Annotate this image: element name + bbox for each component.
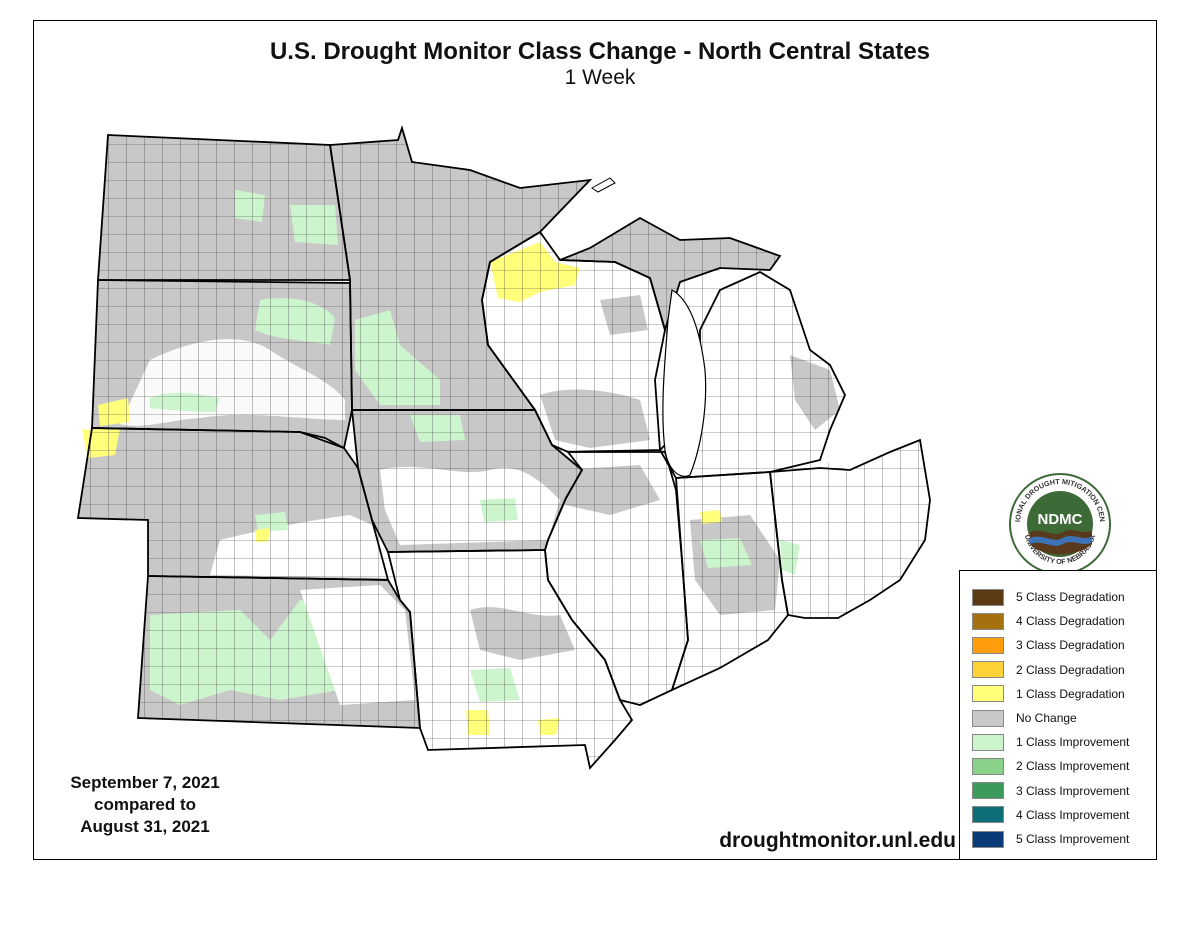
legend-swatch bbox=[972, 709, 1004, 727]
legend-label: 3 Class Degradation bbox=[1016, 638, 1125, 653]
legend-swatch bbox=[972, 636, 1004, 654]
legend-item: 3 Class Improvement bbox=[972, 781, 1129, 801]
legend-label: 2 Class Degradation bbox=[1016, 662, 1125, 677]
legend-swatch bbox=[972, 588, 1004, 606]
date-previous: August 31, 2021 bbox=[80, 817, 210, 836]
legend: 5 Class Degradation 4 Class Degradation 3 … bbox=[959, 570, 1157, 860]
legend-label: 3 Class Improvement bbox=[1016, 783, 1130, 798]
legend-swatch bbox=[972, 661, 1004, 679]
map-title: U.S. Drought Monitor Class Change - Nort… bbox=[269, 38, 931, 65]
legend-swatch bbox=[972, 685, 1004, 703]
legend-swatch bbox=[972, 830, 1004, 848]
legend-label: No Change bbox=[1016, 711, 1077, 725]
legend-item: 1 Class Degradation bbox=[972, 684, 1125, 704]
isle-royale bbox=[591, 177, 616, 193]
county-lines bbox=[78, 128, 930, 768]
date-comparison: September 7, 2021 compared to August 31,… bbox=[40, 772, 250, 838]
legend-item: No Change bbox=[972, 708, 1077, 728]
legend-item: 1 Class Improvement bbox=[972, 732, 1129, 752]
legend-label: 5 Class Degradation bbox=[1016, 590, 1125, 604]
legend-label: 4 Class Degradation bbox=[1016, 614, 1125, 629]
legend-item: 3 Class Degradation bbox=[972, 635, 1125, 655]
legend-item: 4 Class Improvement bbox=[972, 805, 1129, 825]
state-borders bbox=[76, 124, 931, 770]
legend-swatch bbox=[972, 757, 1004, 775]
lake-michigan bbox=[662, 289, 707, 477]
date-current: September 7, 2021 bbox=[70, 773, 220, 792]
legend-item: 5 Class Improvement bbox=[972, 829, 1129, 849]
legend-swatch bbox=[972, 806, 1004, 824]
legend-item: 4 Class Degradation bbox=[972, 611, 1125, 631]
legend-label: 5 Class Improvement bbox=[1016, 832, 1130, 846]
date-compared-to: compared to bbox=[93, 795, 197, 814]
ndmc-logo: NATIONAL DROUGHT MITIGATION CENTER UNIVE… bbox=[1008, 472, 1111, 575]
legend-label: 1 Class Degradation bbox=[1016, 686, 1125, 701]
legend-item: 2 Class Improvement bbox=[972, 756, 1129, 776]
legend-label: 4 Class Improvement bbox=[1016, 807, 1130, 822]
logo-text: NDMC bbox=[1038, 511, 1083, 528]
legend-item: 2 Class Degradation bbox=[972, 660, 1125, 680]
legend-label: 2 Class Improvement bbox=[1016, 759, 1130, 774]
legend-label: 1 Class Improvement bbox=[1016, 735, 1130, 750]
legend-swatch bbox=[972, 612, 1004, 630]
map-subtitle: 1 Week bbox=[564, 66, 636, 89]
legend-swatch bbox=[972, 782, 1004, 800]
website-url: droughtmonitor.unl.edu bbox=[719, 829, 956, 852]
legend-item: 5 Class Degradation bbox=[972, 587, 1125, 607]
legend-swatch bbox=[972, 733, 1004, 751]
